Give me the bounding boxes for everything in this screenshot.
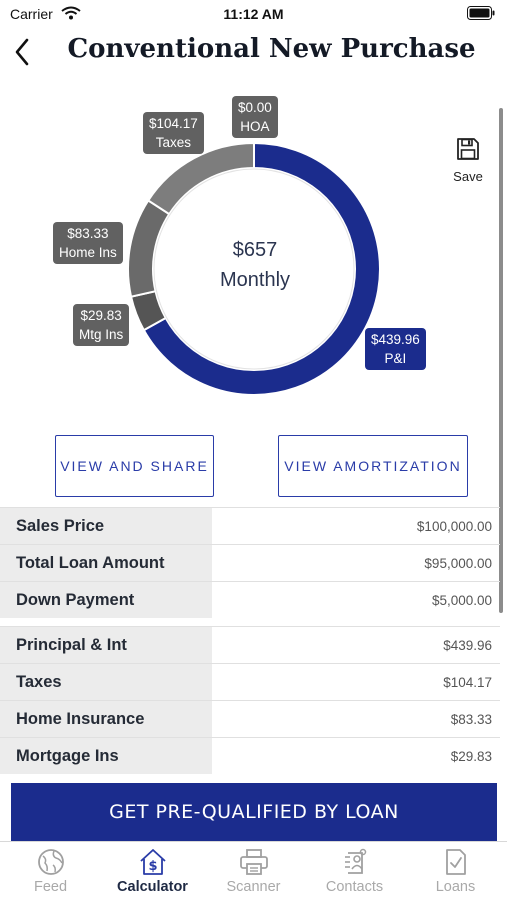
svg-text:$: $ xyxy=(148,859,157,874)
row-label-taxes: Taxes xyxy=(0,664,212,700)
callout-taxes: $104.17 Taxes xyxy=(143,112,204,154)
row-label-sales-price: Sales Price xyxy=(0,508,212,544)
donut-inner-ring xyxy=(153,168,355,370)
row-value-total-loan-amount: $95,000.00 xyxy=(424,555,492,571)
callout-home-ins-amount: $83.33 xyxy=(67,226,109,241)
donut-slice-taxes xyxy=(146,141,255,216)
callout-home-ins: $83.33 Home Ins xyxy=(53,222,123,264)
view-amortization-button[interactable]: VIEW AMORTIZATION xyxy=(278,435,468,497)
table-row: Mortgage Ins $29.83 xyxy=(0,737,500,774)
donut-center-value: $657 xyxy=(232,239,278,261)
row-value-sales-price: $100,000.00 xyxy=(416,518,492,534)
callout-hoa-amount: $0.00 xyxy=(238,100,272,115)
page-title: Conventional New Purchase xyxy=(67,34,476,64)
donut-center-label: Monthly xyxy=(219,269,291,291)
payment-donut-chart: $0.00 HOA $104.17 Taxes $83.33 Home Ins … xyxy=(0,88,507,418)
status-bar: Carrier 11:12 AM xyxy=(0,0,507,28)
callout-hoa: $0.00 HOA xyxy=(232,96,278,138)
row-value-taxes: $104.17 xyxy=(443,674,492,690)
carrier-label: Carrier xyxy=(10,6,53,22)
nav-bar: Conventional New Purchase xyxy=(0,28,507,78)
globe-icon xyxy=(37,849,64,875)
back-button[interactable] xyxy=(8,34,38,70)
table-row: Principal & Int $439.96 xyxy=(0,626,500,663)
tab-loans[interactable]: Loans xyxy=(405,842,506,900)
row-label-principal-int: Principal & Int xyxy=(0,627,212,663)
tab-calculator[interactable]: $ Calculator xyxy=(102,842,203,900)
tab-loans-label: Loans xyxy=(435,879,476,895)
view-and-share-button[interactable]: VIEW AND SHARE xyxy=(55,435,214,497)
tab-scanner[interactable]: Scanner xyxy=(203,842,304,900)
tab-scanner-label: Scanner xyxy=(226,879,281,895)
status-time: 11:12 AM xyxy=(223,6,284,22)
tab-feed[interactable]: Feed xyxy=(0,842,101,900)
tab-feed-label: Feed xyxy=(33,879,68,895)
tab-calculator-label: Calculator xyxy=(117,879,188,895)
table-row: Sales Price $100,000.00 xyxy=(0,507,500,544)
tab-contacts[interactable]: Contacts xyxy=(304,842,405,900)
callout-home-ins-label: Home Ins xyxy=(59,245,117,260)
house-dollar-icon: $ xyxy=(139,849,166,875)
floppy-disk-icon xyxy=(457,138,479,160)
row-value-principal-int: $439.96 xyxy=(443,637,492,653)
row-label-total-loan-amount: Total Loan Amount xyxy=(0,545,212,581)
table-row: Total Loan Amount $95,000.00 xyxy=(0,544,500,581)
row-value-mortgage-ins: $29.83 xyxy=(450,748,492,764)
donut-slice-p-i xyxy=(142,141,381,396)
row-value-home-insurance: $83.33 xyxy=(450,711,492,727)
save-button[interactable]: Save xyxy=(446,136,490,188)
battery-icon xyxy=(467,6,495,20)
scroll-indicator[interactable] xyxy=(499,108,503,613)
callout-taxes-amount: $104.17 xyxy=(149,116,198,131)
table-row: Down Payment $5,000.00 xyxy=(0,581,500,618)
callout-pi-label: P&I xyxy=(384,351,407,366)
tab-bar: Feed $ Calculator Scanner Contacts xyxy=(0,841,507,900)
callout-taxes-label: Taxes xyxy=(155,135,192,150)
payment-breakdown-table: Principal & Int $439.96 Taxes $104.17 Ho… xyxy=(0,626,500,774)
row-label-home-insurance: Home Insurance xyxy=(0,701,212,737)
callout-pi-amount: $439.96 xyxy=(371,332,420,347)
callout-hoa-label: HOA xyxy=(240,119,270,134)
contacts-icon xyxy=(344,848,366,874)
save-label: Save xyxy=(453,169,483,184)
get-pre-qualified-button[interactable]: GET PRE-QUALIFIED BY LOAN xyxy=(11,783,497,841)
wifi-icon xyxy=(61,6,81,20)
callout-pi: $439.96 P&I xyxy=(365,328,426,370)
table-row: Home Insurance $83.33 xyxy=(0,700,500,737)
loan-summary-table: Sales Price $100,000.00 Total Loan Amoun… xyxy=(0,507,500,618)
printer-icon xyxy=(239,849,268,875)
document-check-icon xyxy=(445,849,466,875)
callout-mtg-ins: $29.83 Mtg Ins xyxy=(73,304,130,346)
table-row: Taxes $104.17 xyxy=(0,663,500,700)
donut-svg xyxy=(127,141,381,396)
row-label-mortgage-ins: Mortgage Ins xyxy=(0,738,212,774)
row-label-down-payment: Down Payment xyxy=(0,582,212,618)
callout-mtg-ins-label: Mtg Ins xyxy=(79,327,124,342)
row-value-down-payment: $5,000.00 xyxy=(431,592,492,608)
callout-mtg-ins-amount: $29.83 xyxy=(80,308,122,323)
chevron-left-icon xyxy=(15,38,29,66)
tab-contacts-label: Contacts xyxy=(325,879,384,895)
